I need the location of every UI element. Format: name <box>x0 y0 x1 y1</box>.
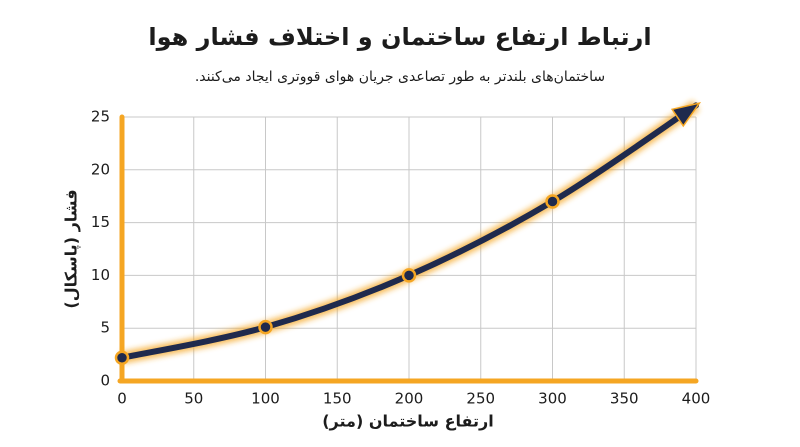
x-tick-label: 350 <box>610 390 639 408</box>
y-axis-label: فشار (پاسکال) <box>62 189 82 308</box>
data-point <box>401 268 417 283</box>
data-point <box>114 350 130 366</box>
y-tick-label: 25 <box>91 108 110 126</box>
chart-title: ارتباط ارتفاع ساختمان و اختلاف فشار هوا <box>148 23 651 51</box>
data-point <box>545 194 560 209</box>
y-tick-label: 0 <box>100 372 110 390</box>
y-tick-label: 20 <box>91 160 110 178</box>
x-tick-label: 0 <box>117 390 127 408</box>
x-tick-label: 250 <box>466 390 495 408</box>
y-tick-label: 5 <box>100 319 110 337</box>
arrow-head <box>670 101 702 128</box>
x-tick-label: 300 <box>538 390 567 408</box>
chart-subtitle: ساختمان‌های بلندتر به طور تصاعدی جریان ه… <box>195 69 605 85</box>
x-axis-label: ارتفاع ساختمان (متر) <box>322 412 494 431</box>
x-tick-label: 150 <box>323 390 352 408</box>
x-tick-label: 100 <box>251 390 280 408</box>
data-point <box>258 319 273 335</box>
x-tick-label: 200 <box>395 390 424 408</box>
x-tick-label: 50 <box>184 390 203 408</box>
y-tick-label: 10 <box>91 266 110 284</box>
y-tick-label: 15 <box>91 213 110 231</box>
x-tick-label: 400 <box>682 390 711 408</box>
